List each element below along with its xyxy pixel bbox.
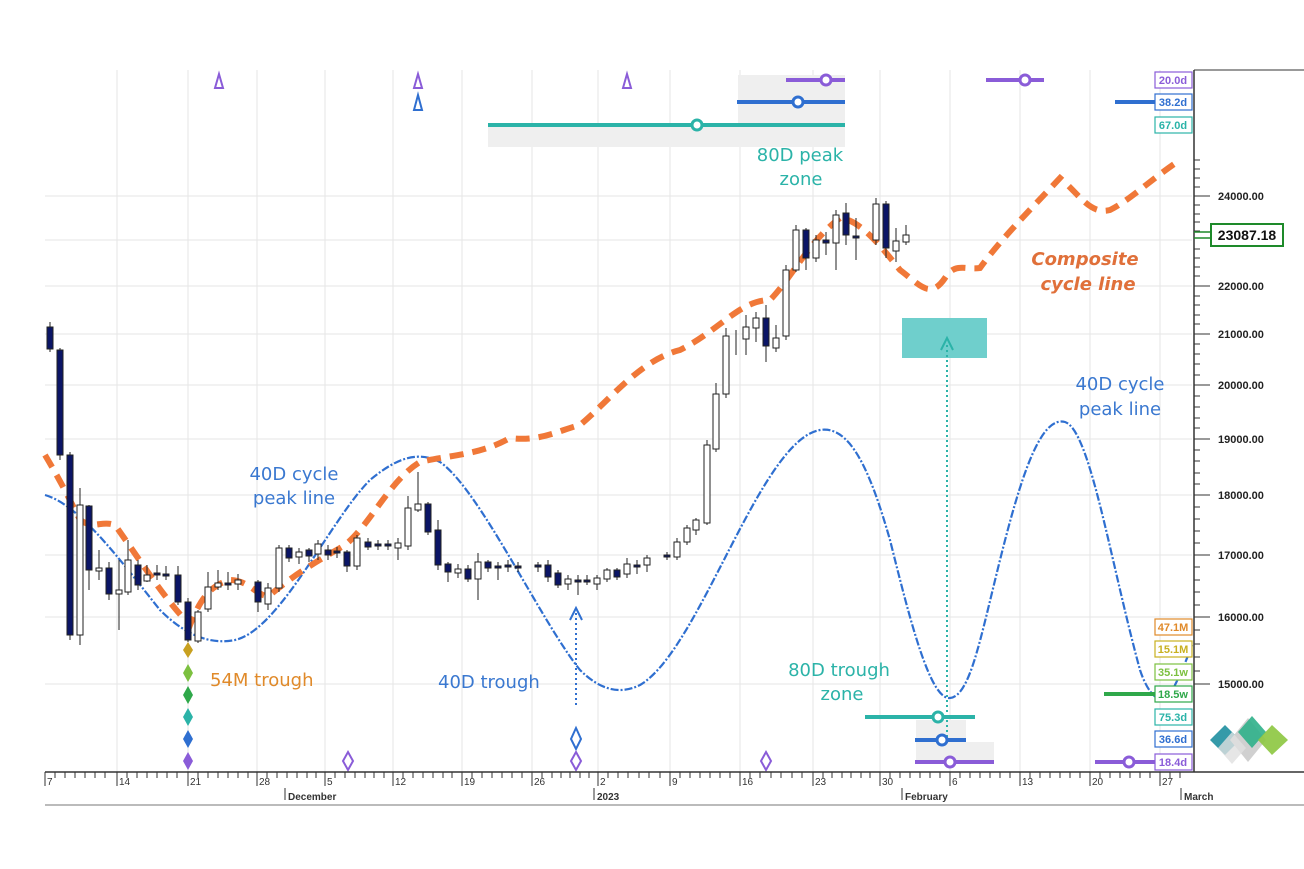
annotations: 80D peak zone Composite cycle line 40D c… <box>210 145 1165 705</box>
period-labels-top: 20.0d 38.2d 67.0d <box>1154 71 1193 134</box>
peak-40d-right-label: peak line <box>1079 399 1161 420</box>
period-label: 75.3d <box>1159 712 1187 724</box>
candles <box>46 198 910 645</box>
period-label: 35.1w <box>1158 667 1188 679</box>
x-tick-label: 13 <box>1022 777 1034 788</box>
y-tick-label: 24000.00 <box>1218 191 1264 203</box>
peak-triangle-icon <box>412 70 424 89</box>
peak-40d-left-label: 40D cycle <box>249 464 338 485</box>
diamond-icon <box>183 730 193 748</box>
y-axis: 24000.00 22000.00 21000.00 20000.00 1900… <box>1193 69 1304 772</box>
x-tick-label: 26 <box>534 777 546 788</box>
x-month-label: December <box>288 792 336 803</box>
trough-zone-box <box>902 318 987 358</box>
peak-triangle-icon <box>213 70 225 89</box>
x-tick-label: 6 <box>952 777 958 788</box>
period-label: 38.2d <box>1159 97 1187 109</box>
x-axis: 7 14 21 28 5 12 19 26 2 9 16 23 30 6 13 … <box>44 771 1304 806</box>
trough-diamonds <box>183 642 773 773</box>
grid <box>45 70 1192 772</box>
trough-40d-label: 40D trough <box>438 672 540 693</box>
x-tick-label: 16 <box>742 777 754 788</box>
x-tick-label: 9 <box>672 777 678 788</box>
period-label: 15.1M <box>1158 644 1189 656</box>
zone-shading <box>488 75 994 762</box>
minor-ticks <box>54 772 1181 778</box>
composite-label: Composite <box>1031 249 1138 270</box>
x-tick-label: 12 <box>395 777 407 788</box>
trough-zone-80d-label: 80D trough <box>788 660 890 681</box>
period-label: 36.6d <box>1159 734 1187 746</box>
period-label: 18.5w <box>1158 689 1188 701</box>
y-tick-label: 21000.00 <box>1218 329 1264 341</box>
x-tick-label: 27 <box>1162 777 1174 788</box>
y-tick-label: 18000.00 <box>1218 490 1264 502</box>
peak-triangle-icon <box>621 70 633 89</box>
diamond-icon <box>183 664 193 682</box>
diamond-icon <box>183 642 193 658</box>
peak-40d-left-label: peak line <box>253 488 335 509</box>
x-tick-label: 28 <box>259 777 271 788</box>
x-tick-label: 5 <box>327 777 333 788</box>
x-tick-label: 21 <box>190 777 202 788</box>
x-month-label: March <box>1184 792 1213 803</box>
cycle-40d-line <box>44 420 1194 701</box>
peak-triangle-icon <box>412 91 424 111</box>
y-tick-label: 20000.00 <box>1218 380 1264 392</box>
diamond-outline-icon <box>759 749 773 773</box>
peak-zone-80d-label: zone <box>780 169 823 190</box>
trough-zone-80d-label: zone <box>821 684 864 705</box>
brand-logo-icon <box>1210 716 1288 764</box>
y-tick-label: 19000.00 <box>1218 434 1264 446</box>
x-tick-label: 20 <box>1092 777 1104 788</box>
current-price-label: 23087.18 <box>1218 227 1277 243</box>
diamond-icon <box>183 752 193 770</box>
arrow-up-icon <box>569 605 583 621</box>
x-month-label: February <box>905 792 948 803</box>
x-tick-label: 19 <box>464 777 476 788</box>
period-label: 47.1M <box>1158 622 1189 634</box>
x-tick-label: 23 <box>815 777 827 788</box>
x-tick-label: 2 <box>600 777 606 788</box>
x-month-label: 2023 <box>597 792 620 803</box>
period-label: 18.4d <box>1159 757 1187 769</box>
x-tick-label: 14 <box>119 777 131 788</box>
y-tick-label: 22000.00 <box>1218 281 1264 293</box>
period-label: 20.0d <box>1159 75 1187 87</box>
diamond-outline-icon <box>569 749 583 773</box>
diamond-icon <box>183 686 193 704</box>
peak-markers <box>213 70 633 111</box>
period-label: 67.0d <box>1159 120 1187 132</box>
top-cycle-bars <box>488 73 1158 132</box>
y-tick-label: 17000.00 <box>1218 550 1264 562</box>
peak-zone-80d-label: 80D peak <box>757 145 844 166</box>
diamond-icon <box>183 708 193 726</box>
diamond-outline-icon <box>569 725 583 752</box>
x-tick-label: 30 <box>882 777 894 788</box>
y-tick-label: 15000.00 <box>1218 679 1264 691</box>
arrow-up-icon <box>940 335 954 351</box>
y-tick-label: 16000.00 <box>1218 612 1264 624</box>
peak-40d-right-label: 40D cycle <box>1075 374 1164 395</box>
period-labels-bottom: 47.1M 15.1M 35.1w 18.5w 75.3d 36.6d 18.4… <box>1154 618 1193 771</box>
diamond-outline-icon <box>341 749 355 773</box>
x-tick-label: 7 <box>47 777 53 788</box>
bottom-cycle-bars <box>865 692 1158 769</box>
trough-54m-label: 54M trough <box>210 670 313 691</box>
composite-label: cycle line <box>1040 274 1135 295</box>
